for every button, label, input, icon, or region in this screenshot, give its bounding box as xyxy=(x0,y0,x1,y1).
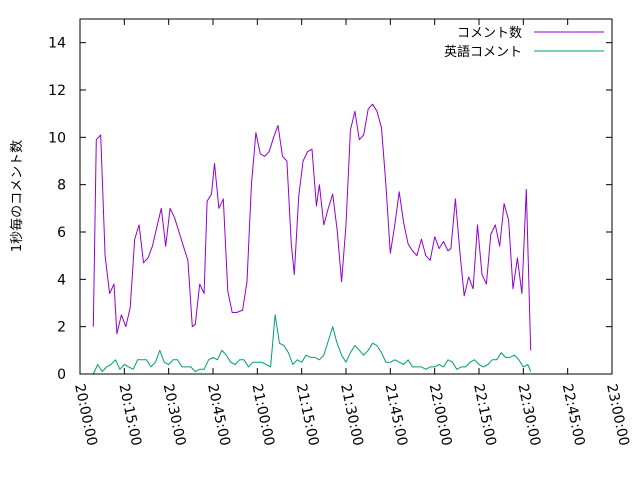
y-tick-label: 2 xyxy=(57,320,66,336)
y-tick-label: 6 xyxy=(57,225,66,241)
y-axis-ticks: 0 2 4 6 8 10 12 14 xyxy=(48,36,612,383)
y-tick-label: 0 xyxy=(57,367,66,383)
legend: コメント数 英語コメント xyxy=(444,26,604,60)
y-tick-label: 14 xyxy=(48,36,66,52)
plot-frame xyxy=(79,18,613,375)
y-tick-label: 10 xyxy=(48,130,66,146)
y-tick-label: 12 xyxy=(48,83,66,99)
y-tick-label: 4 xyxy=(57,272,66,288)
y-tick-label: 8 xyxy=(57,178,66,194)
legend-label-english-comments: 英語コメント xyxy=(444,44,522,60)
legend-label-comment-count: コメント数 xyxy=(457,26,522,41)
series-comment-count-line xyxy=(92,103,532,351)
series-english-comments-line xyxy=(92,314,532,375)
series-lines xyxy=(92,103,532,375)
y-axis-label: 1秒毎のコメント数 xyxy=(9,140,25,252)
